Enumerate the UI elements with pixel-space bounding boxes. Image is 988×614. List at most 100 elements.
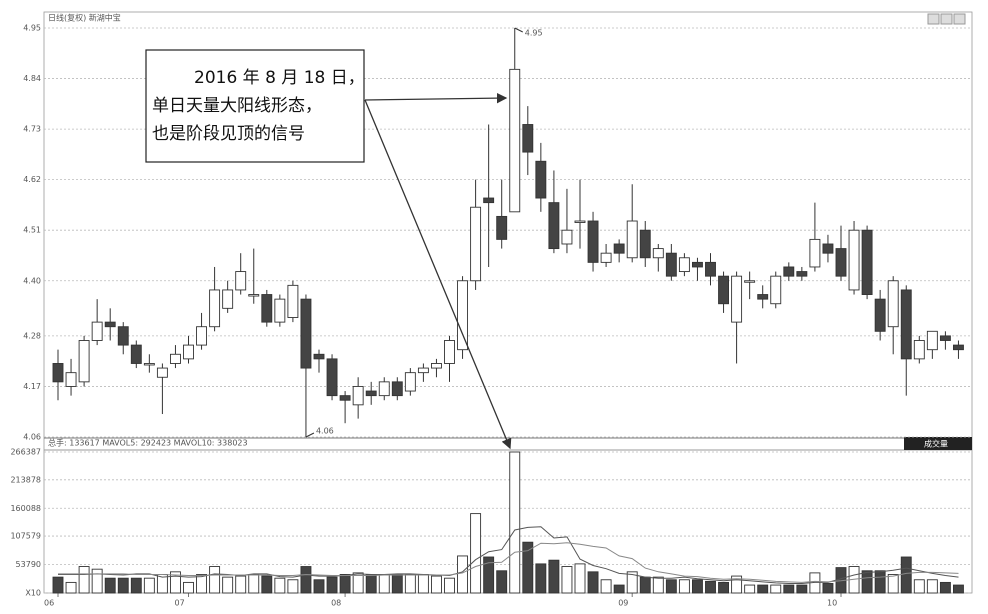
candle-body [835, 248, 847, 277]
candle-body [457, 280, 468, 351]
candle-body [209, 289, 221, 328]
volume-bar [143, 577, 155, 594]
candle-body [104, 321, 116, 328]
volume-bar [209, 566, 221, 594]
candle-body [626, 220, 638, 259]
volume-bar [483, 556, 495, 594]
volume-button[interactable] [904, 437, 972, 450]
volume-bar [431, 575, 442, 594]
annotation-leader [305, 432, 315, 438]
y-tick-label: 266387 [10, 448, 41, 457]
volume-bar [626, 571, 638, 594]
volume-bar [222, 576, 234, 594]
candle-body [613, 243, 625, 254]
candle-body [665, 252, 677, 277]
candle-body [352, 385, 364, 406]
x-tick-label: 06 [44, 599, 54, 608]
candle-body [887, 280, 899, 328]
volume-bar [548, 559, 560, 594]
volume-bar [757, 584, 769, 594]
candle-body [248, 294, 260, 297]
candle-body [757, 294, 769, 300]
candle-body [431, 363, 442, 369]
y-tick-label: 213878 [10, 475, 41, 484]
candle-body [926, 330, 938, 351]
candle-body [848, 229, 860, 291]
candle-body [913, 340, 925, 360]
y-tick-label: 4.95 [23, 24, 41, 33]
volume-bar [91, 568, 103, 594]
candle-body [600, 252, 612, 263]
candle-body [196, 326, 208, 346]
candle-body [809, 238, 821, 268]
ma-line [58, 526, 959, 584]
volume-bar [574, 563, 586, 594]
candle-body [444, 340, 455, 364]
arrow [364, 92, 508, 104]
candle-body [339, 395, 351, 401]
volume-bar [652, 576, 664, 594]
tool-icon[interactable] [940, 13, 953, 25]
candle-body [274, 298, 286, 323]
candle-body [770, 275, 782, 305]
y-tick-label: 4.17 [23, 382, 41, 391]
volume-bar [822, 583, 834, 594]
annotation-leader [514, 27, 523, 33]
x-tick-label: 08 [331, 599, 341, 608]
volume-bar [365, 574, 377, 594]
volume-bar [926, 579, 938, 594]
volume-bar [796, 584, 808, 594]
candle-body [574, 220, 586, 223]
volume-bar [417, 574, 429, 594]
candle-body [861, 229, 873, 295]
volume-bar [470, 513, 482, 594]
y-tick-label: 4.73 [23, 125, 41, 134]
volume-bar [196, 574, 208, 594]
candle-body [169, 353, 181, 364]
volume-button-label[interactable]: 成交量 [924, 439, 948, 449]
volume-bar [326, 576, 338, 594]
volume-bar [887, 574, 899, 594]
volume-bar [378, 574, 390, 594]
volume-bar [104, 577, 116, 594]
ma-line [58, 542, 959, 583]
candle-body [404, 372, 416, 392]
arrow [364, 99, 512, 450]
tool-icon[interactable] [927, 13, 940, 25]
candle-body [91, 321, 103, 341]
volume-bar [522, 541, 534, 594]
candle-body [483, 197, 495, 204]
candle-body [287, 284, 299, 318]
volume-bar [313, 579, 325, 594]
candle-body [718, 275, 729, 305]
tool-icon[interactable] [953, 13, 966, 25]
volume-bar [444, 577, 455, 594]
price-title: 日线(复权) 新湖中宝 [48, 13, 121, 23]
candle-body [65, 372, 77, 387]
candle-body [678, 257, 690, 273]
volume-bar [939, 581, 951, 594]
volume-bar [587, 571, 599, 594]
volume-bar [861, 570, 873, 594]
volume-bar [731, 575, 743, 594]
y-tick-label: 160088 [10, 504, 41, 513]
candle-body [509, 68, 521, 213]
volume-bar [300, 566, 312, 594]
volume-bar [169, 571, 181, 594]
volume-bar [235, 575, 247, 594]
y-tick-label: 4.28 [23, 331, 41, 340]
candle-body [548, 202, 560, 250]
candle-body [874, 298, 886, 332]
x-tick-label: 10 [827, 599, 837, 608]
volume-bar [900, 556, 912, 594]
volume-title: 总手: 133617 MAVOL5: 292423 MAVOL10: 33802… [48, 438, 248, 448]
candle-body [692, 261, 703, 268]
y-tick-label: 4.06 [23, 433, 41, 442]
candle-body [796, 271, 808, 277]
y-tick-label: 4.40 [23, 276, 41, 285]
candle-body [639, 229, 651, 259]
candle-body [705, 261, 716, 277]
candle-body [522, 124, 534, 153]
x-tick-label: 07 [175, 599, 185, 608]
